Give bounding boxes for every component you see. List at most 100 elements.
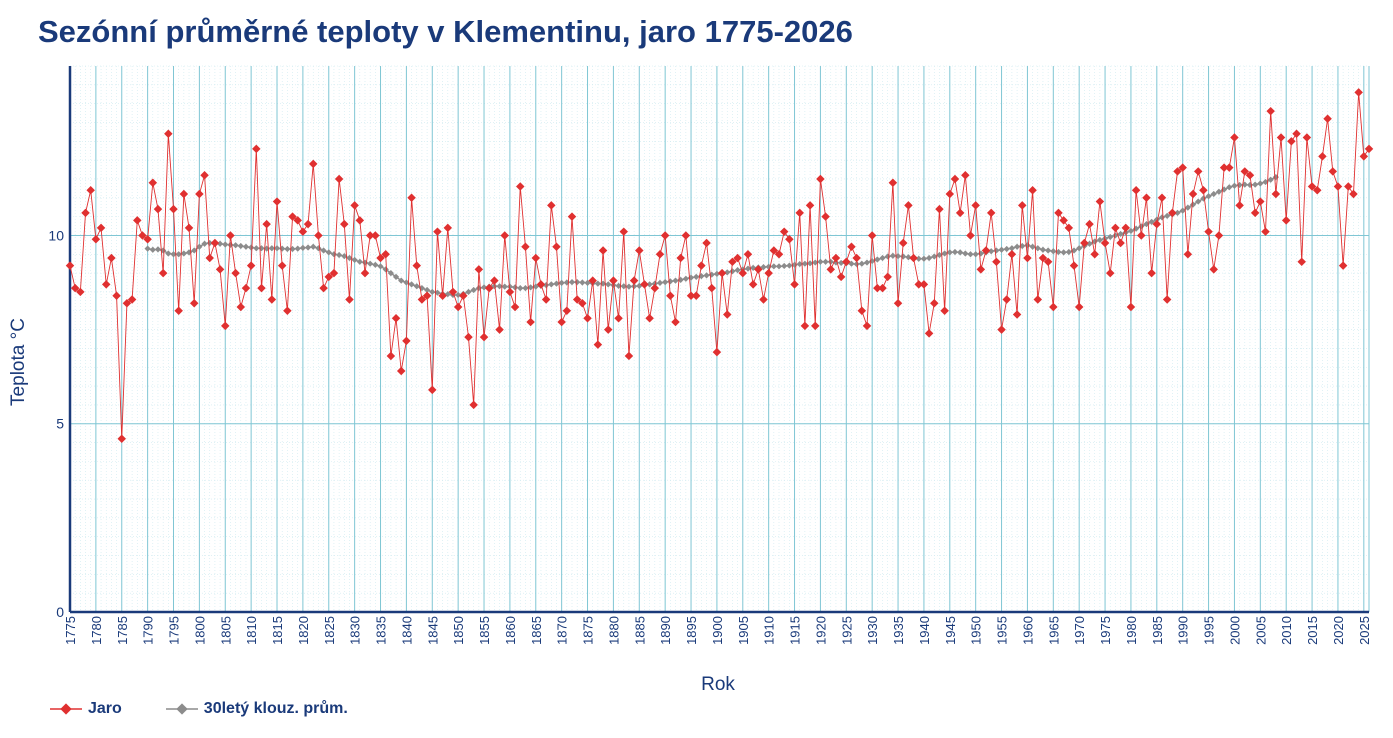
data-point [351, 256, 358, 264]
data-point [760, 263, 767, 271]
data-point [1276, 133, 1286, 142]
data-point [1116, 238, 1125, 248]
x-tick-label: 2000 [1227, 616, 1242, 645]
data-point [548, 281, 555, 288]
data-point [1231, 182, 1238, 189]
data-point [433, 227, 442, 236]
x-tick-label: 1925 [839, 616, 854, 645]
data-point [574, 279, 581, 286]
data-point [1281, 216, 1291, 225]
x-tick-label: 1970 [1072, 616, 1087, 645]
data-point [883, 272, 892, 282]
y-tick-labels: 0 5 10 [48, 227, 64, 620]
data-point [1354, 88, 1363, 97]
data-point [91, 234, 101, 244]
data-point [1199, 186, 1208, 195]
data-point [579, 279, 586, 286]
data-point [619, 227, 628, 236]
data-point [216, 240, 224, 247]
data-point [1257, 180, 1264, 187]
x-tick-label: 1800 [192, 616, 207, 645]
data-point [252, 144, 261, 154]
data-point [138, 231, 147, 240]
data-point [998, 246, 1005, 253]
data-point [1338, 261, 1348, 270]
data-point [878, 283, 887, 293]
data-point [1043, 257, 1053, 267]
data-point [1287, 137, 1296, 146]
data-point [169, 204, 178, 214]
data-point [1086, 240, 1093, 247]
data-point [490, 276, 499, 285]
data-point [293, 216, 302, 225]
data-point [81, 208, 90, 218]
data-point [215, 265, 225, 274]
x-tick-label: 1865 [529, 616, 544, 645]
data-point [1226, 184, 1233, 191]
data-point [609, 276, 618, 285]
x-tick-label: 1775 [63, 616, 78, 645]
x-tick-label: 1830 [348, 616, 363, 645]
data-point [443, 223, 453, 233]
data-point [241, 283, 251, 293]
data-point [392, 273, 400, 280]
data-point [206, 239, 213, 247]
x-tick-label: 1790 [141, 616, 156, 645]
data-point [341, 253, 348, 260]
data-point [413, 283, 420, 290]
x-tick-label: 1855 [477, 616, 492, 645]
data-point [764, 268, 773, 278]
data-point [914, 280, 923, 289]
data-point [1105, 268, 1115, 278]
data-point [496, 283, 503, 290]
data-point [936, 251, 943, 259]
data-point [1174, 209, 1181, 216]
data-point [867, 231, 877, 240]
data-point [86, 186, 95, 195]
data-point [376, 253, 385, 263]
axes [68, 66, 1369, 614]
data-point [1189, 201, 1197, 208]
data-point [620, 283, 627, 290]
data-point [925, 254, 933, 262]
data-point [1210, 190, 1217, 198]
data-point [479, 332, 489, 342]
data-point [299, 244, 306, 251]
data-point [403, 279, 410, 286]
x-tick-label: 1990 [1176, 616, 1191, 645]
data-point [779, 227, 789, 236]
data-point [1107, 233, 1114, 241]
x-tick-label: 1850 [451, 616, 466, 645]
data-point [1349, 189, 1358, 199]
data-point [598, 246, 608, 255]
data-point [889, 252, 896, 259]
data-point [702, 238, 711, 248]
data-point [800, 321, 810, 331]
data-point [781, 262, 788, 270]
data-point [827, 258, 834, 265]
data-point [1193, 167, 1203, 176]
data-point [277, 261, 287, 270]
data-point [448, 287, 458, 297]
data-point [469, 400, 478, 410]
data-point [175, 251, 182, 258]
data-point [1074, 302, 1084, 312]
data-point [101, 280, 111, 289]
data-point [1126, 302, 1136, 312]
x-tick-label: 1905 [736, 616, 751, 645]
data-point [667, 278, 674, 285]
data-point [879, 254, 886, 262]
data-point [174, 306, 183, 316]
data-point [863, 259, 871, 266]
data-point [1023, 253, 1032, 263]
data-point [210, 238, 220, 248]
data-point [1101, 235, 1109, 242]
x-tick-label: 1930 [865, 616, 880, 645]
data-point [1076, 245, 1083, 252]
data-point [697, 261, 706, 270]
data-point [919, 280, 929, 289]
data-point [1050, 248, 1057, 255]
data-point [1184, 204, 1191, 211]
data-point [997, 325, 1006, 334]
data-point [822, 258, 829, 265]
